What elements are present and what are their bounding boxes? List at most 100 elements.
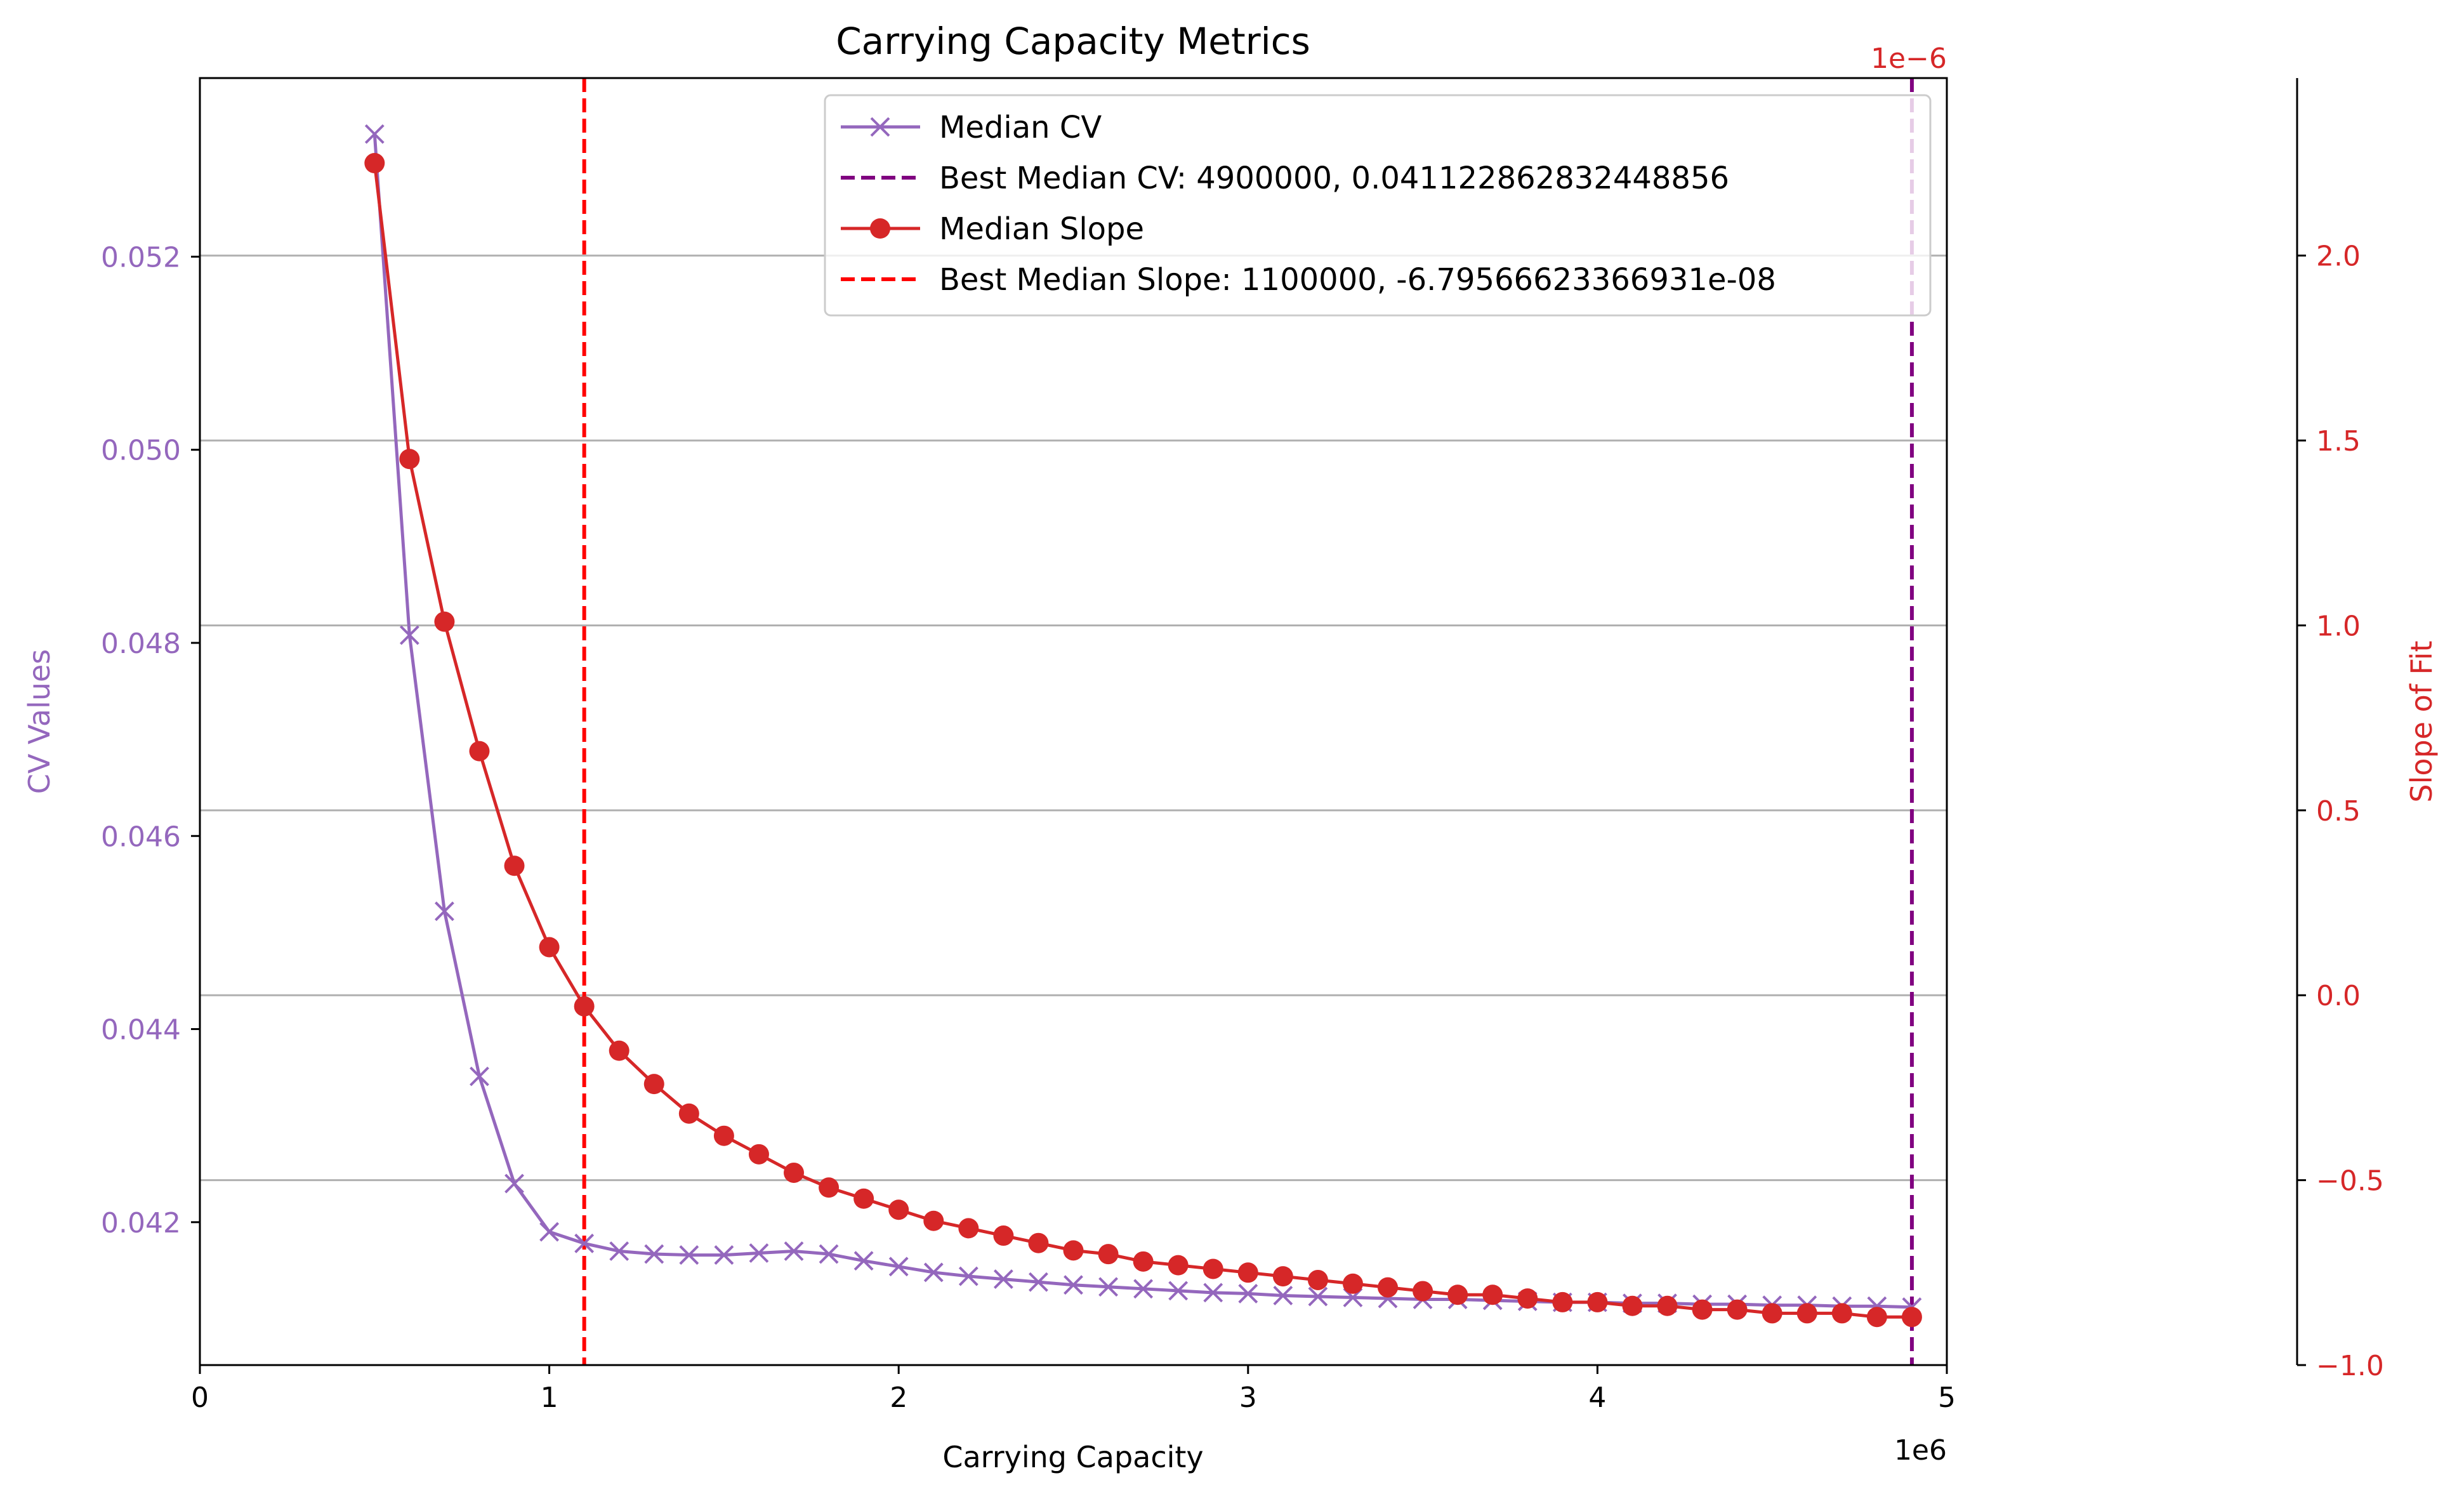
data-point (1237, 1262, 1258, 1283)
legend-label: Median Slope (939, 211, 1144, 247)
data-point (784, 1162, 805, 1183)
data-point (749, 1243, 769, 1263)
legend-entry: Median CV (841, 110, 1102, 145)
data-point (1168, 1281, 1189, 1301)
data-point (1098, 1244, 1119, 1265)
right-y-tick-label: 0.5 (2316, 795, 2361, 828)
data-point (888, 1199, 909, 1220)
data-point (1308, 1286, 1328, 1307)
data-point (1622, 1295, 1643, 1316)
left-y-axis: 0.042 0.044 0.046 0.048 0.050 0.052 (101, 241, 200, 1239)
data-point (1657, 1295, 1678, 1316)
data-point (1378, 1277, 1399, 1298)
x-axis-label: Carrying Capacity (942, 1440, 1203, 1474)
data-point (748, 1144, 769, 1165)
right-y-tick-label: 0.0 (2316, 980, 2361, 1012)
data-point (539, 1222, 560, 1242)
data-point (958, 1266, 978, 1286)
x-offset-label: 1e6 (1894, 1434, 1947, 1467)
chart-title: Carrying Capacity Metrics (836, 20, 1310, 63)
data-point (1482, 1284, 1503, 1305)
left-y-tick-label: 0.050 (101, 435, 181, 467)
data-point (539, 937, 560, 958)
data-point (644, 1244, 664, 1264)
data-point (504, 1173, 524, 1194)
data-point (1133, 1251, 1154, 1272)
data-point (1692, 1299, 1713, 1320)
data-point (1447, 1284, 1468, 1305)
data-point (853, 1251, 874, 1271)
legend-marker (870, 117, 890, 137)
left-y-tick-label: 0.046 (101, 821, 181, 853)
data-point (993, 1225, 1014, 1246)
data-point (1901, 1307, 1922, 1328)
data-point (1307, 1269, 1328, 1290)
data-point (1342, 1273, 1363, 1294)
data-point (784, 1241, 804, 1261)
legend-entry: Best Median Slope: 1100000, -6.795666233… (841, 262, 1776, 298)
left-y-tick-label: 0.044 (101, 1014, 181, 1046)
data-point (1064, 1275, 1083, 1295)
data-point (1866, 1307, 1887, 1328)
data-point (1028, 1232, 1049, 1253)
left-axis-label: CV Values (22, 649, 56, 795)
left-y-tick-label: 0.052 (101, 241, 181, 274)
right-y-tick-label: 1.5 (2316, 425, 2361, 458)
plot-frame (199, 77, 1948, 1366)
data-point (1203, 1283, 1223, 1303)
series-median-slope (364, 153, 1922, 1328)
data-point (364, 153, 385, 174)
data-point (1029, 1272, 1048, 1292)
legend-marker (870, 218, 890, 239)
data-point (678, 1103, 699, 1124)
data-point (853, 1188, 874, 1209)
data-point (1796, 1303, 1817, 1324)
right-y-tick-label: 1.0 (2316, 610, 2361, 642)
right-y-tick-label: −1.0 (2316, 1350, 2384, 1382)
legend: Median CV Best Median CV: 4900000, 0.0411… (824, 94, 1932, 317)
legend-label: Best Median Slope: 1100000, -6.795666233… (939, 262, 1776, 298)
data-point (574, 1233, 595, 1253)
x-tick-label: 1 (541, 1382, 558, 1414)
data-point (819, 1177, 840, 1198)
right-y-tick-label: −0.5 (2316, 1165, 2384, 1198)
data-point (1831, 1303, 1852, 1324)
data-point (1238, 1284, 1258, 1304)
data-point (1063, 1240, 1084, 1261)
data-point (574, 996, 595, 1017)
data-point (1202, 1258, 1223, 1279)
data-point (958, 1218, 979, 1239)
right-y-tick-label: 2.0 (2316, 241, 2361, 273)
right-y-axis: −1.0 −0.5 0.0 0.5 1.0 1.5 2.0 (2297, 241, 2384, 1382)
data-point (923, 1262, 944, 1283)
data-point (434, 611, 455, 632)
data-point (435, 901, 454, 921)
x-axis: 0 1 2 3 4 5 (191, 1365, 1956, 1414)
data-point (609, 1040, 629, 1061)
data-point (1413, 1281, 1433, 1302)
series-layer (364, 124, 1922, 1328)
x-tick-label: 3 (1239, 1382, 1257, 1414)
data-point (713, 1125, 734, 1146)
data-point (470, 1066, 489, 1086)
legend-entry: Best Median CV: 4900000, 0.0411228628324… (841, 161, 1729, 196)
data-point (399, 625, 419, 645)
legend-label: Median CV (939, 110, 1102, 145)
data-point (1762, 1303, 1782, 1324)
data-point (1517, 1288, 1538, 1309)
x-tick-label: 0 (191, 1382, 209, 1414)
data-point (504, 855, 525, 876)
data-point (1272, 1266, 1293, 1287)
data-point (679, 1245, 699, 1265)
x-tick-label: 5 (1938, 1382, 1956, 1414)
data-point (399, 449, 420, 470)
left-y-tick-label: 0.042 (101, 1207, 181, 1239)
data-point (469, 741, 490, 762)
data-point (1133, 1279, 1154, 1299)
data-point (1098, 1277, 1118, 1297)
data-point (1273, 1286, 1293, 1305)
data-point (993, 1269, 1013, 1290)
data-point (364, 124, 385, 144)
right-offset-label: 1e−6 (1871, 43, 1947, 75)
